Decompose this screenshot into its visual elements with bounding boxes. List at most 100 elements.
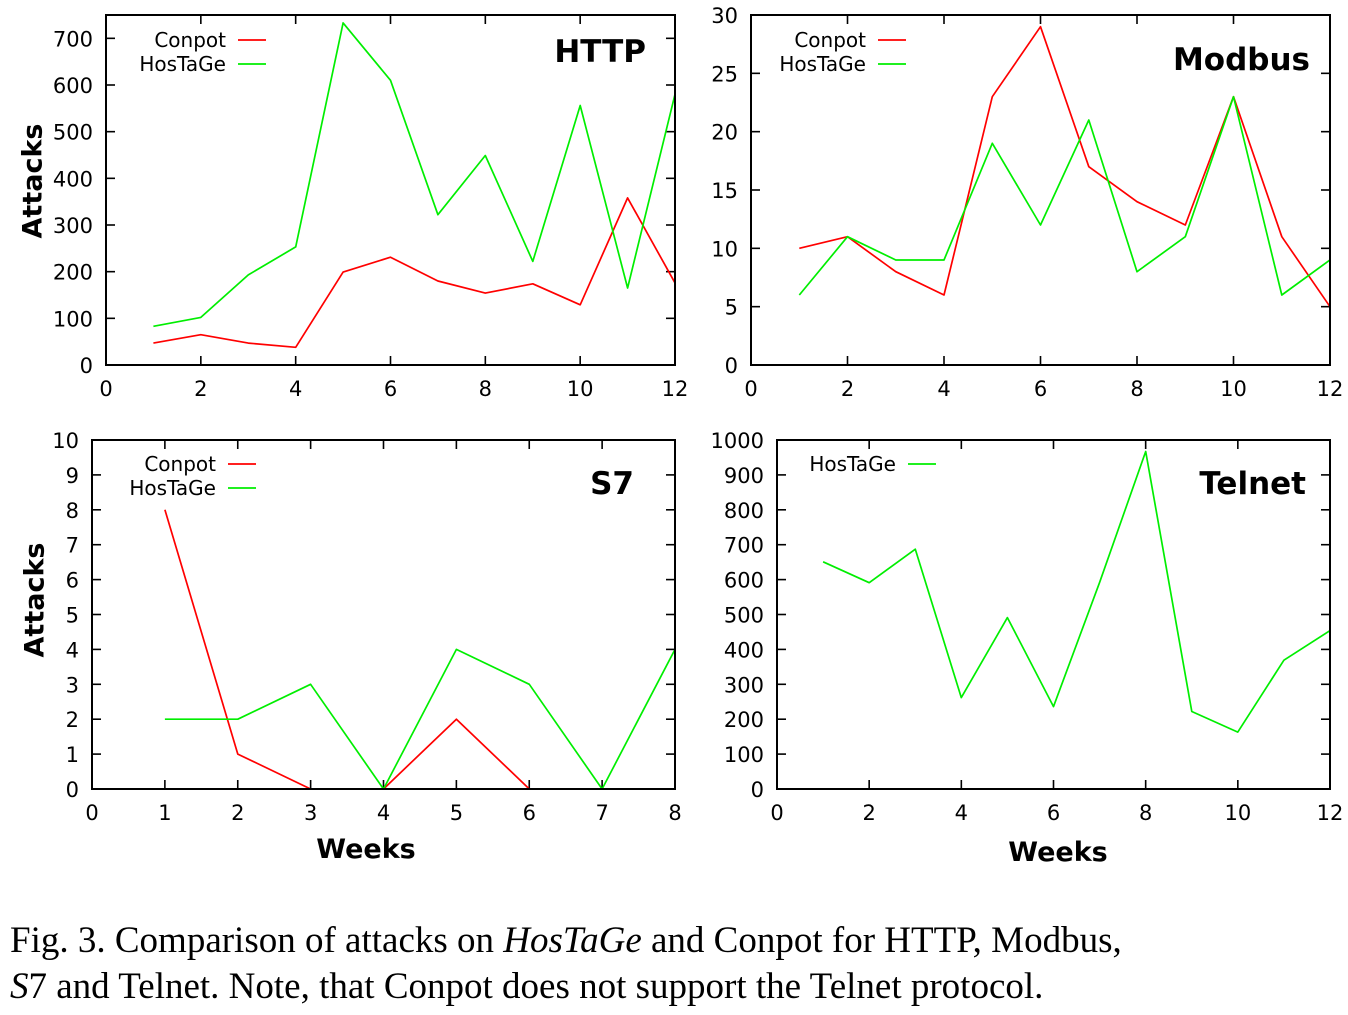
chart-panel-telnet: 0 2 4 6 8 10 12 0 100 200 300 400 500 600 700 800 900 100… <box>711 429 1344 868</box>
legend-label-conpot: Conpot <box>154 28 226 52</box>
y-tick-label: 20 <box>711 121 738 145</box>
y-tick-label: 300 <box>53 214 93 238</box>
y-axis-label: Attacks <box>19 543 50 658</box>
x-tick-label: 4 <box>289 377 302 401</box>
y-tick-label: 2 <box>66 708 79 732</box>
plot-frame <box>776 439 1331 790</box>
x-tick-label: 8 <box>479 377 492 401</box>
legend-label-hostage: HosTaGe <box>139 52 226 76</box>
x-tick-label: 5 <box>450 801 463 825</box>
series-line-conpot <box>164 509 530 790</box>
y-tick-label: 1000 <box>711 429 764 453</box>
x-tick-label: 6 <box>1034 377 1047 401</box>
plot-frame <box>750 14 1331 366</box>
series-line-hostage <box>164 648 675 790</box>
y-tick-label: 5 <box>725 296 738 320</box>
x-tick-label: 2 <box>231 801 244 825</box>
legend-label-conpot: Conpot <box>794 28 866 52</box>
y-tick-label: 0 <box>725 354 738 378</box>
caption-hostage: HosTaGe <box>503 920 642 961</box>
series-line-hostage <box>822 450 1330 733</box>
x-tick-label: 7 <box>595 801 608 825</box>
y-tick-label: 0 <box>66 778 79 802</box>
y-tick-label: 600 <box>724 569 764 593</box>
x-axis-label: Weeks <box>316 834 415 865</box>
chart-panel-http: 0 2 4 6 8 10 12 0 100 200 300 400 500 600 700 ConpotHos… <box>17 14 689 401</box>
legend-label-hostage: HosTaGe <box>809 452 896 476</box>
x-tick-label: 10 <box>567 377 594 401</box>
series-line-conpot <box>153 197 675 349</box>
y-tick-label: 900 <box>724 464 764 488</box>
x-tick-label: 0 <box>99 377 112 401</box>
y-tick-label: 1 <box>66 743 79 767</box>
legend-label-hostage: HosTaGe <box>129 476 216 500</box>
y-tick-label: 200 <box>53 261 93 285</box>
y-tick-label: 100 <box>53 307 93 331</box>
x-tick-label: 8 <box>1130 377 1143 401</box>
y-tick-label: 400 <box>724 638 764 662</box>
y-tick-label: 0 <box>80 354 93 378</box>
y-tick-label: 9 <box>66 464 79 488</box>
caption-prefix: Fig. 3. Comparison of attacks on <box>10 920 504 961</box>
y-tick-label: 0 <box>751 778 764 802</box>
y-tick-label: 5 <box>66 604 79 628</box>
x-tick-label: 1 <box>158 801 171 825</box>
y-tick-label: 600 <box>53 74 93 98</box>
x-axis-label: Weeks <box>1008 837 1107 868</box>
y-tick-label: 500 <box>724 604 764 628</box>
x-tick-label: 4 <box>377 801 390 825</box>
plot-frame <box>105 14 676 366</box>
y-tick-label: 30 <box>711 4 738 28</box>
y-tick-label: 200 <box>724 708 764 732</box>
figure-caption: Fig. 3. Comparison of attacks on HosTaGe… <box>10 918 1340 1010</box>
x-tick-label: 0 <box>770 801 783 825</box>
y-tick-label: 3 <box>66 673 79 697</box>
y-tick-label: 4 <box>66 638 79 662</box>
panel-title: HTTP <box>554 34 646 70</box>
y-axis-label: Attacks <box>17 124 48 239</box>
x-tick-label: 8 <box>668 801 681 825</box>
series-line-conpot <box>799 25 1330 308</box>
x-tick-label: 12 <box>1317 801 1344 825</box>
y-tick-label: 700 <box>53 27 93 51</box>
y-tick-label: 100 <box>724 743 764 767</box>
y-tick-label: 7 <box>66 534 79 558</box>
y-tick-label: 6 <box>66 569 79 593</box>
x-tick-label: 10 <box>1224 801 1251 825</box>
x-tick-label: 10 <box>1220 377 1247 401</box>
x-tick-label: 2 <box>841 377 854 401</box>
y-tick-label: 800 <box>724 499 764 523</box>
x-tick-label: 12 <box>1317 377 1344 401</box>
x-tick-label: 2 <box>194 377 207 401</box>
x-tick-label: 2 <box>862 801 875 825</box>
x-tick-label: 6 <box>523 801 536 825</box>
x-tick-label: 0 <box>85 801 98 825</box>
x-tick-label: 4 <box>937 377 950 401</box>
x-tick-label: 8 <box>1139 801 1152 825</box>
legend-label-conpot: Conpot <box>144 452 216 476</box>
y-tick-label: 10 <box>711 237 738 261</box>
x-tick-label: 6 <box>384 377 397 401</box>
panel-title: Modbus <box>1173 42 1310 78</box>
x-tick-label: 3 <box>304 801 317 825</box>
panel-title: S7 <box>590 466 634 502</box>
x-tick-label: 6 <box>1047 801 1060 825</box>
caption-suffix: 7 and Telnet. Note, that Conpot does not… <box>28 966 1044 1007</box>
y-tick-label: 10 <box>52 429 79 453</box>
y-tick-label: 400 <box>53 167 93 191</box>
y-tick-label: 25 <box>711 62 738 86</box>
y-tick-label: 300 <box>724 673 764 697</box>
y-tick-label: 15 <box>711 179 738 203</box>
series-line-hostage <box>153 22 675 328</box>
series-line-hostage <box>798 95 1330 296</box>
y-tick-label: 8 <box>66 499 79 523</box>
x-tick-label: 12 <box>662 377 689 401</box>
legend-label-hostage: HosTaGe <box>779 52 866 76</box>
caption-s: S <box>10 966 29 1007</box>
plot-frame <box>91 439 676 790</box>
panel-title: Telnet <box>1199 466 1306 502</box>
x-tick-label: 0 <box>744 377 757 401</box>
